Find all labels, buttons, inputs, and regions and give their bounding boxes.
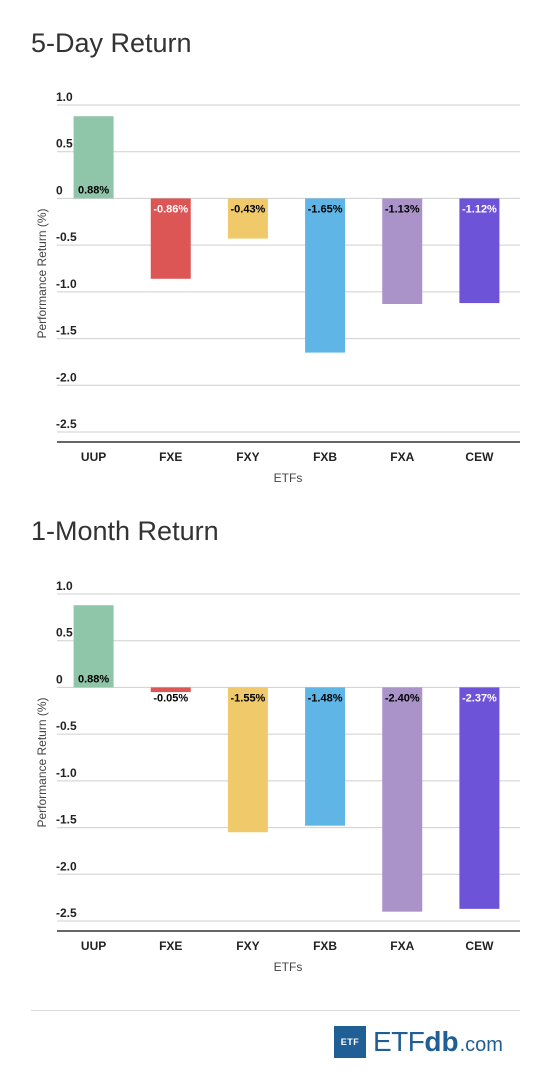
x-tick-label: FXA: [390, 450, 414, 464]
data-label: -0.43%: [230, 203, 265, 215]
x-tick-label: FXY: [236, 450, 259, 464]
chart-title: 5-Day Return: [31, 28, 192, 58]
y-tick-label: -1.5: [56, 813, 77, 827]
bar-chart-1-month: 1.0 0.5 0 -0.5 -1.0 -1.5 -2.0 -2.5 0.88% UUP -0.05…: [35, 579, 520, 974]
y-tick-label: -1.5: [56, 324, 77, 338]
data-label: -2.37%: [462, 692, 497, 704]
data-label: -2.40%: [385, 692, 420, 704]
y-tick-label: 1.0: [56, 579, 73, 593]
chart-5-day: 5-Day Return 1.0 0.5 0 -0.5 -1.0 -1.5 -2.0 -2.5…: [0, 0, 550, 500]
data-label: -0.86%: [153, 203, 188, 215]
x-axis-title: ETFs: [274, 471, 303, 485]
x-tick-label: CEW: [465, 939, 494, 953]
bar-uup: [73, 116, 114, 199]
bar-cew: [459, 198, 500, 304]
data-label: -1.12%: [462, 203, 497, 215]
bar-fxa: [382, 198, 423, 305]
bar-fxy: [227, 198, 268, 239]
chart-1-month: 1-Month Return 1.0 0.5 0 -0.5 -1.0 -1.5 -2.0 -2…: [31, 516, 520, 974]
x-tick-label: UUP: [81, 450, 106, 464]
bar-fxy: [227, 687, 268, 833]
y-tick-label: -0.5: [56, 719, 77, 733]
bar-fxa: [382, 687, 423, 912]
y-tick-label: -2.0: [56, 859, 77, 873]
data-label: 0.88%: [78, 673, 109, 685]
bar-fxe: [150, 687, 191, 693]
x-tick-label: FXE: [159, 450, 182, 464]
y-tick-label: -2.5: [56, 417, 77, 431]
x-axis-title: ETFs: [274, 960, 303, 974]
y-axis-title: Performance Return (%): [35, 208, 49, 338]
y-tick-label: 1.0: [56, 90, 73, 104]
y-tick-label: -1.0: [56, 766, 77, 780]
data-label: -1.48%: [308, 692, 343, 704]
data-label: 0.88%: [78, 184, 109, 196]
y-tick-label: 0: [56, 672, 63, 686]
data-label: -1.65%: [308, 203, 343, 215]
chart-title: 1-Month Return: [31, 516, 219, 546]
y-axis-title: Performance Return (%): [35, 697, 49, 827]
logo-db-text: db: [424, 1026, 459, 1057]
x-tick-label: FXY: [236, 939, 259, 953]
y-tick-label: -2.5: [56, 906, 77, 920]
bar-cew: [459, 687, 500, 909]
x-tick-label: CEW: [465, 450, 494, 464]
y-tick-label: -0.5: [56, 230, 77, 244]
bar-uup: [73, 605, 114, 688]
bar-chart-5-day: 1.0 0.5 0 -0.5 -1.0 -1.5 -2.0 -2.5 0.88% UUP -0.86…: [35, 90, 520, 485]
data-label: -1.13%: [385, 203, 420, 215]
x-tick-label: UUP: [81, 939, 106, 953]
y-tick-label: 0.5: [56, 626, 73, 640]
bar-fxb: [305, 687, 346, 826]
y-tick-label: -1.0: [56, 277, 77, 291]
etfdb-logo: ETF ETF db .com: [334, 1026, 503, 1058]
bar-fxb: [305, 198, 346, 353]
logo-box: ETF: [334, 1026, 366, 1058]
data-label: -1.55%: [230, 692, 265, 704]
logo-com-text: .com: [459, 1033, 503, 1056]
y-tick-label: 0.5: [56, 137, 73, 151]
x-tick-label: FXB: [313, 939, 337, 953]
footer-divider: [31, 1010, 520, 1011]
x-tick-label: FXA: [390, 939, 414, 953]
data-label: -0.05%: [153, 692, 188, 704]
y-tick-label: -2.0: [56, 370, 77, 384]
logo-etf-text: ETF: [373, 1026, 425, 1057]
x-tick-label: FXB: [313, 450, 337, 464]
bar-fxe: [150, 198, 191, 279]
x-tick-label: FXE: [159, 939, 182, 953]
y-tick-label: 0: [56, 183, 63, 197]
